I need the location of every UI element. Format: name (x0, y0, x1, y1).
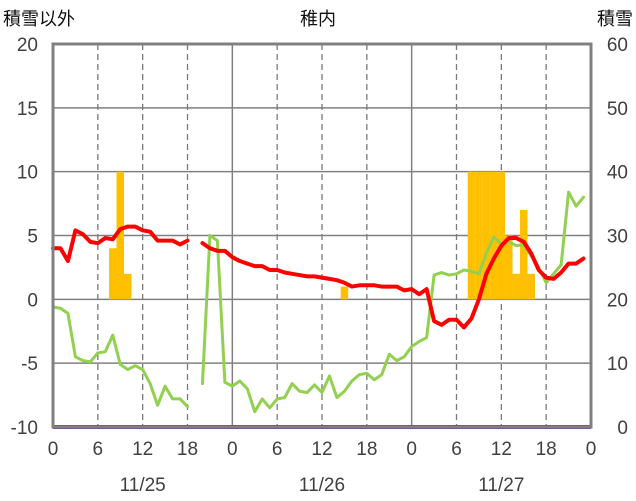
plot-frame (51, 42, 593, 429)
chart-title: 稚内 (300, 9, 336, 30)
temperature-line (51, 224, 190, 264)
x-hour-tick: 6 (93, 439, 104, 460)
precip-bar (527, 273, 535, 300)
precip-bar (109, 248, 117, 300)
x-hour-tick: 0 (406, 439, 417, 460)
right-axis-label: 積雪 (597, 9, 633, 30)
precip-bar (116, 171, 124, 300)
grid-lines (53, 44, 591, 427)
right-y-tick: 50 (607, 99, 628, 120)
left-y-tick: -10 (11, 418, 38, 439)
left-y-tick: 20 (17, 35, 38, 56)
precip-bar (123, 273, 132, 300)
date-label: 11/27 (478, 475, 524, 496)
right-y-tick: 0 (617, 418, 628, 439)
precip-bar (475, 171, 483, 300)
right-y-tick: 10 (607, 354, 628, 375)
wind-line (200, 190, 586, 414)
date-label: 11/25 (120, 475, 166, 496)
x-hour-tick: 18 (356, 439, 377, 460)
x-hour-tick: 18 (177, 439, 198, 460)
right-y-tick: 40 (607, 163, 628, 184)
precip-bar (340, 286, 349, 300)
x-hour-tick: 18 (536, 439, 557, 460)
precip-bar (512, 273, 521, 300)
left-y-tick: -5 (21, 354, 38, 375)
date-label: 11/26 (299, 475, 345, 496)
wind-line (51, 305, 189, 409)
right-y-tick: 30 (607, 227, 628, 248)
left-y-tick: 15 (17, 99, 38, 120)
temperature-line (200, 236, 586, 330)
x-hour-tick: 6 (451, 439, 462, 460)
precip-bar (482, 171, 491, 300)
left-y-tick: 10 (17, 163, 38, 184)
x-hour-tick: 12 (132, 439, 153, 460)
right-y-tick: 20 (607, 290, 628, 311)
precip-bar (505, 235, 513, 300)
x-hour-tick: 6 (272, 439, 283, 460)
left-y-tick: 0 (27, 290, 38, 311)
left-y-tick: 5 (27, 227, 38, 248)
precip-bar (520, 209, 528, 300)
precip-bar (467, 171, 476, 300)
left-axis-label: 積雪以外 (3, 9, 75, 30)
right-y-tick: 60 (607, 35, 628, 56)
x-hour-tick: 0 (227, 439, 238, 460)
x-hour-tick: 12 (491, 439, 512, 460)
x-hour-tick: 0 (586, 439, 597, 460)
precip-bar (497, 171, 506, 300)
x-hour-tick: 12 (311, 439, 332, 460)
x-hour-tick: 0 (48, 439, 59, 460)
